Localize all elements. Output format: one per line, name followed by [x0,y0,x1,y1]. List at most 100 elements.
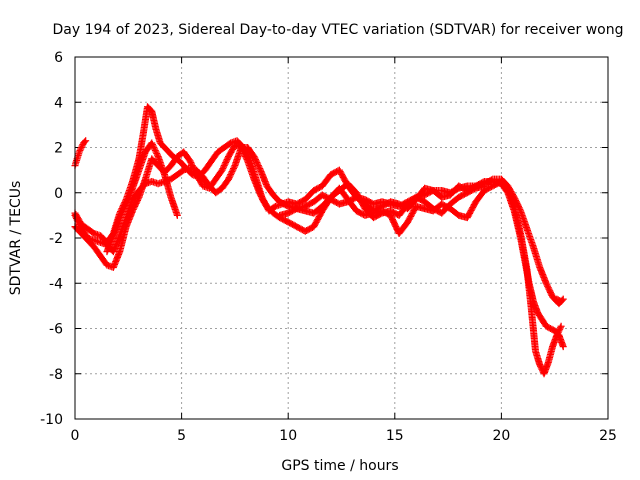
data-point [151,147,159,155]
data-point [557,297,565,305]
data-point [78,142,86,150]
y-tick-label: 4 [54,95,63,111]
data-point [118,209,126,217]
data-point [252,156,260,164]
data-point [221,160,229,168]
y-axis-label: SDTVAR / TECUs [8,181,24,296]
data-point [186,157,194,165]
data-point [243,156,251,164]
data-point [225,174,233,182]
data-point [252,157,260,165]
y-tick-label: -6 [49,322,63,338]
data-point [116,212,124,220]
plot-frame [74,56,609,420]
data-point [544,282,552,290]
data-point [514,202,522,210]
data-point [218,166,226,174]
data-point [130,204,138,212]
data-point [241,151,249,159]
data-point [511,195,519,203]
data-point [119,208,127,216]
data-point [554,328,562,336]
data-point [553,331,561,339]
data-point [76,222,84,230]
x-tick-label: 20 [492,428,510,444]
data-point [556,324,564,332]
data-point [557,322,565,330]
data-point [250,153,258,161]
y-tick-label: -10 [40,412,63,428]
data-point [480,182,488,190]
data-point [513,199,521,207]
data-point [131,201,139,209]
data-point [82,137,90,145]
data-point [556,325,564,333]
data-point [134,196,142,204]
data-point [229,166,237,174]
data-point [148,139,156,147]
data-point [151,145,159,153]
y-tick-label: -8 [49,367,63,383]
x-tick-label: 25 [599,428,617,444]
data-point [516,205,524,213]
data-point [173,211,181,219]
data-point [220,162,228,170]
data-point [77,145,85,153]
data-point [510,193,518,201]
data-point [555,327,563,335]
y-tick-label: 2 [54,141,63,157]
y-tick-label: -2 [49,231,63,247]
data-point [251,154,259,162]
data-point [75,219,83,227]
y-tick-label: -4 [49,276,63,292]
data-point [72,213,80,221]
data-point [428,187,436,195]
data-point [228,168,236,176]
y-tick-label: 6 [54,50,63,66]
data-point [119,206,127,214]
data-point [220,163,228,171]
data-point [559,343,567,351]
data-point [225,175,233,183]
data-point [254,160,262,168]
data-point [487,176,495,184]
data-point [230,163,238,171]
data-point [554,330,562,338]
data-point [556,297,564,305]
data-point [227,169,235,177]
data-point [255,163,263,171]
data-point [512,196,520,204]
x-tick-label: 15 [386,428,404,444]
data-point [81,138,89,146]
x-axis-label: GPS time / hours [281,458,398,474]
data-point [150,144,158,151]
data-point [72,214,80,222]
data-point [543,281,551,289]
data-point [132,199,140,207]
data-point [222,159,230,167]
y-tick-label: 0 [54,186,63,202]
data-point [76,147,84,155]
data-point [153,150,161,158]
x-tick-label: 5 [177,428,186,444]
data-point [545,285,553,293]
data-point [546,287,554,295]
data-point [152,148,160,156]
data-point [242,154,250,162]
data-point [223,156,231,164]
data-point [148,140,156,148]
data-point [75,148,83,156]
chart-title: Day 194 of 2023, Sidereal Day-to-day VTE… [53,22,624,38]
data-point [229,165,237,173]
data-point [75,220,83,228]
data-point [254,162,262,170]
data-point [226,172,234,180]
data-point [547,290,555,298]
data-point [117,211,125,219]
data-point [153,151,161,159]
data-point [515,204,523,212]
data-point [514,201,522,209]
data-point [544,284,552,292]
data-point [546,288,554,296]
